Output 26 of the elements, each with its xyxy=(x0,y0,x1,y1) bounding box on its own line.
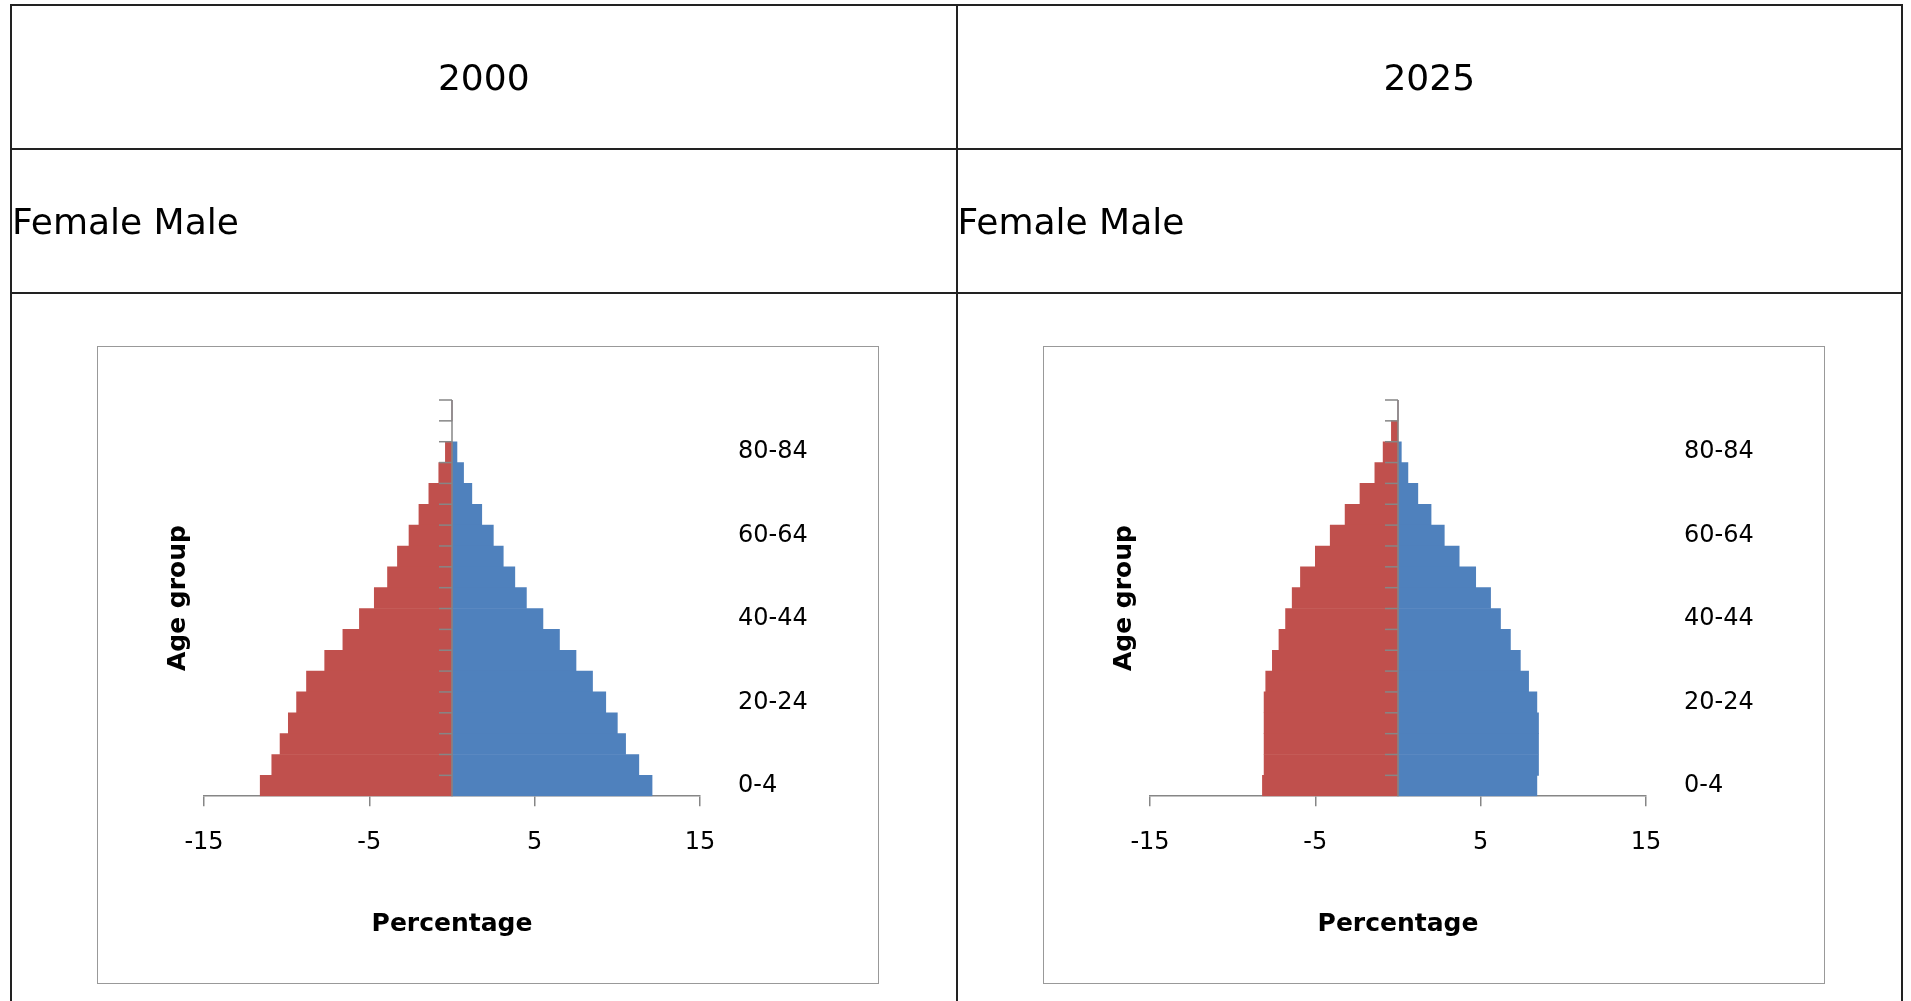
x-tick-label: 5 xyxy=(1472,826,1488,855)
y-axis-title: Age group xyxy=(1107,525,1136,672)
chart-title: 2025 xyxy=(957,6,1901,150)
x-tick-label: -5 xyxy=(1302,826,1327,855)
x-tick-label: 15 xyxy=(684,826,716,855)
y-tick-label: 0-4 xyxy=(1683,770,1723,799)
y-tick-label: 20-24 xyxy=(1683,686,1754,715)
x-tick-label: 15 xyxy=(1630,826,1661,855)
x-tick-label: 5 xyxy=(527,826,543,855)
y-axis-title: Age group xyxy=(161,525,191,672)
chart-subtitle: Female Male xyxy=(957,150,1901,294)
y-tick-label: 40-44 xyxy=(738,603,808,632)
y-tick-label: 40-44 xyxy=(1683,603,1754,632)
x-axis-title: Percentage xyxy=(371,907,533,937)
y-tick-label: 20-24 xyxy=(738,686,808,715)
y-tick-label: 0-4 xyxy=(738,770,778,799)
y-tick-label: 60-64 xyxy=(738,519,808,548)
y-tick-label: 80-84 xyxy=(738,436,808,465)
y-tick-label: 80-84 xyxy=(1683,436,1754,465)
chart-subtitle: Female Male xyxy=(12,150,956,294)
y-tick-label: 60-64 xyxy=(1683,519,1754,548)
x-axis-title: Percentage xyxy=(1317,907,1478,937)
x-tick-label: -15 xyxy=(1129,826,1170,855)
x-tick-label: -5 xyxy=(357,826,382,855)
x-tick-label: -15 xyxy=(184,826,224,855)
chart-title: 2000 xyxy=(12,6,956,150)
